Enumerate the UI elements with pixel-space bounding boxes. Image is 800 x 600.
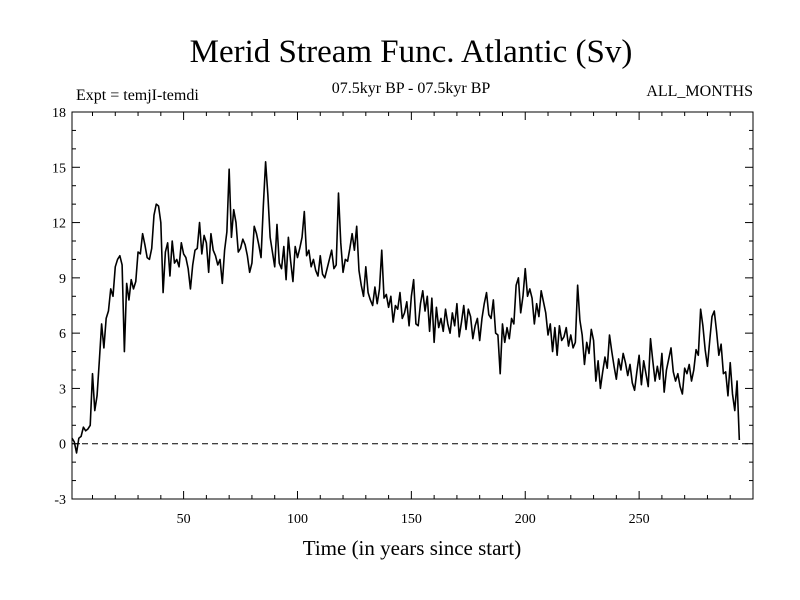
y-tick-label: 0	[59, 438, 66, 453]
series-group	[71, 160, 741, 454]
x-tick-label: 100	[287, 512, 308, 527]
y-tick-label: 12	[52, 217, 66, 232]
x-tick-label: 50	[177, 512, 191, 527]
period-label: 07.5kyr BP - 07.5kyr BP	[332, 80, 491, 97]
y-tick-label: 15	[52, 161, 66, 176]
chart-title: Merid Stream Func. Atlantic (Sv)	[190, 34, 633, 70]
y-tick-label: 9	[59, 272, 66, 287]
experiment-label: Expt = temjI-temdi	[76, 87, 199, 104]
plot-frame	[71, 111, 754, 500]
x-tick-label: 250	[629, 512, 650, 527]
months-label: ALL_MONTHS	[646, 83, 753, 100]
y-tick-label: 3	[59, 382, 66, 397]
x-axis-label: Time (in years since start)	[303, 536, 522, 560]
axis-ticks: -3 0 3 6 9 12 15 18 50 100 150 200 250	[52, 106, 753, 527]
y-tick-label: 6	[59, 327, 66, 342]
y-tick-label: -3	[54, 493, 66, 508]
y-tick-label: 18	[52, 106, 66, 121]
x-tick-label: 150	[401, 512, 422, 527]
x-tick-label: 200	[515, 512, 536, 527]
series-line	[71, 160, 741, 454]
